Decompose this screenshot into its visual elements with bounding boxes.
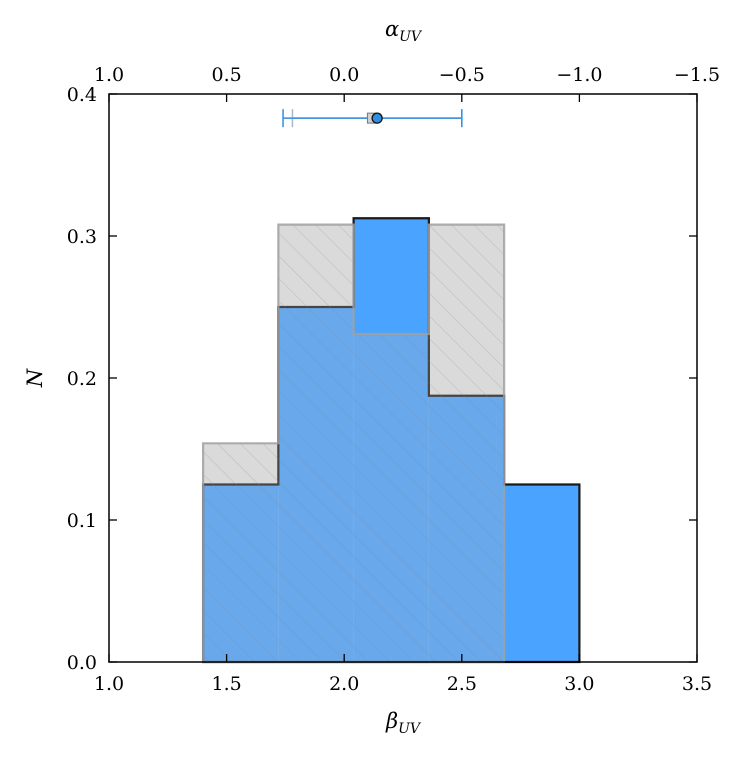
y-tick-label-4: 0.4 bbox=[67, 84, 97, 106]
top-tick-label-2: 0.0 bbox=[329, 64, 359, 86]
top-tick-label-3: −0.5 bbox=[439, 64, 485, 86]
x-tick-label-5: 3.5 bbox=[682, 673, 712, 695]
errorbar-marker-1 bbox=[371, 112, 383, 124]
top-tick-label-5: −1.5 bbox=[674, 64, 720, 86]
y-tick-label-2: 0.2 bbox=[67, 368, 97, 390]
blue-bar-4 bbox=[504, 484, 580, 662]
x-tick-label-2: 2.0 bbox=[329, 673, 359, 695]
x-axis-label: βUV bbox=[385, 709, 422, 737]
y-tick-label-3: 0.3 bbox=[67, 226, 97, 248]
x-tick-label-3: 2.5 bbox=[447, 673, 477, 695]
top-tick-label-1: 0.5 bbox=[211, 64, 241, 86]
x-tick-label-1: 1.5 bbox=[211, 673, 241, 695]
top-tick-label-0: 1.0 bbox=[94, 64, 124, 86]
axis-ticks: 1.0 1.5 2.0 2.5 3.0 3.50.00.10.20.30.41.0 0.5 0… bbox=[67, 64, 720, 695]
y-axis-label: N bbox=[23, 368, 47, 388]
y-tick-label-1: 0.1 bbox=[67, 510, 97, 532]
top-axis-label: αUV bbox=[385, 17, 423, 45]
x-tick-label-0: 1.0 bbox=[94, 673, 124, 695]
gray-histogram-outline bbox=[201, 223, 506, 664]
hatch-overlay bbox=[201, 223, 506, 664]
x-tick-label-4: 3.0 bbox=[564, 673, 594, 695]
y-tick-label-0: 0.0 bbox=[67, 652, 97, 674]
error-bars bbox=[282, 109, 463, 128]
top-tick-label-4: −1.0 bbox=[556, 64, 602, 86]
